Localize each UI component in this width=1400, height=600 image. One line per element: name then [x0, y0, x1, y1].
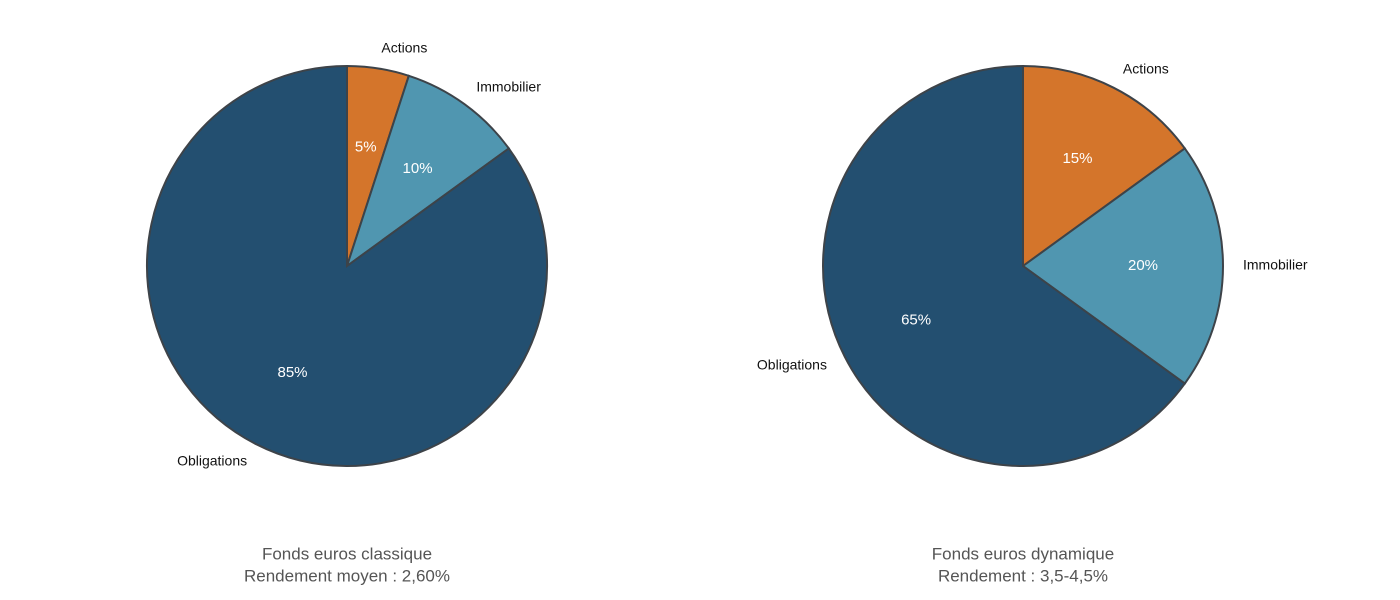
slice-value: 10% [403, 160, 433, 177]
chart-subtitle: Rendement : 3,5-4,5% [938, 566, 1108, 585]
slice-value: 5% [355, 138, 377, 155]
slice-value: 65% [901, 311, 931, 328]
pie-slice [821, 64, 1187, 467]
slice-value: 85% [278, 364, 308, 381]
pie-slice [345, 74, 511, 269]
pie-slice [146, 64, 548, 467]
chart-title: Fonds euros classique [262, 544, 432, 563]
slice-label: Obligations [757, 357, 827, 373]
slice-label: Obligations [177, 453, 247, 469]
slice-label: Immobilier [476, 79, 541, 95]
pie-slice [1021, 147, 1224, 385]
slice-value: 20% [1128, 257, 1158, 274]
chart-subtitle: Rendement moyen : 2,60% [244, 566, 450, 585]
slice-label: Immobilier [1243, 257, 1308, 273]
chart-title: Fonds euros dynamique [932, 544, 1114, 563]
slice-value: 15% [1062, 150, 1092, 167]
slice-label: Actions [1123, 61, 1169, 77]
slice-label: Actions [381, 39, 427, 55]
pie-slice [1022, 64, 1187, 268]
